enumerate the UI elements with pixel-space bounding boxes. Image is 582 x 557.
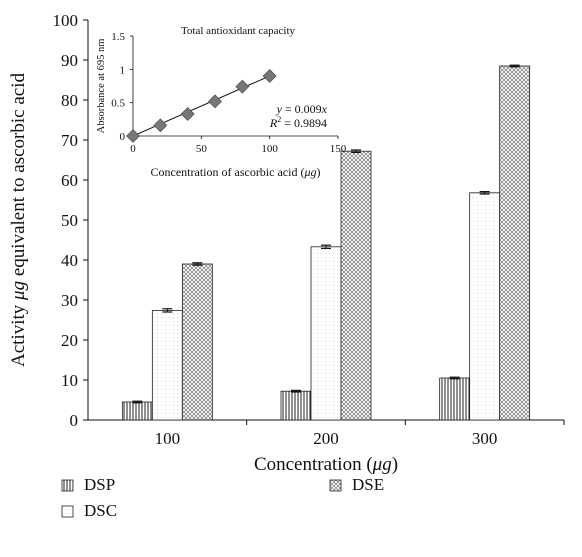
x-tick-label: 200 xyxy=(313,429,339,448)
inset-data-point xyxy=(180,107,195,121)
y-tick-label: 70 xyxy=(61,131,78,150)
y-tick-label: 90 xyxy=(61,51,78,70)
y-axis-title: Activity μg equivalent to ascorbic acid xyxy=(8,73,29,367)
inset-x-tick-label: 50 xyxy=(196,143,208,155)
inset-y-tick-label: 1.5 xyxy=(111,31,125,43)
bar-dse xyxy=(499,65,531,421)
inset-data-point xyxy=(208,94,222,109)
inset-y-tick-label: 1 xyxy=(120,64,126,76)
inset-x-axis-title: Concentration of ascorbic acid (μg) xyxy=(151,165,321,179)
inset-r-squared: R2 = 0.9894 xyxy=(269,115,327,130)
x-axis-title: Concentration (μg) xyxy=(254,454,398,475)
bar-dse xyxy=(340,150,372,421)
legend-label-dsc: DSC xyxy=(84,501,117,520)
bar-dsc xyxy=(469,192,501,421)
legend-label-dsp: DSP xyxy=(84,475,115,494)
legend: DSP DSC DSE xyxy=(61,475,384,520)
inset-y-tick-label: 0 xyxy=(120,131,126,143)
legend-swatch-dse xyxy=(329,479,342,492)
inset-x-tick-label: 150 xyxy=(330,143,347,155)
y-tick-label: 30 xyxy=(61,291,78,310)
y-tick-label: 40 xyxy=(61,251,78,270)
y-tick-label: 20 xyxy=(61,331,78,350)
legend-label-dse: DSE xyxy=(352,475,384,494)
y-tick-label: 0 xyxy=(70,411,79,430)
bar-dsc xyxy=(151,309,183,421)
inset-chart-layer: 0 0.5 1 1.5 0 50 100 150 Total antioxidant capac… xyxy=(96,25,347,179)
bar-dsp xyxy=(121,401,153,421)
inset-y-axis-title: Absorbance at 695 nm xyxy=(96,39,107,134)
inset-data-point xyxy=(126,129,140,143)
inset-title: Total antioxidant capacity xyxy=(181,25,296,37)
y-tick-label: 10 xyxy=(61,371,78,390)
x-tick-label: 100 xyxy=(155,429,181,448)
inset-data-point xyxy=(262,69,277,83)
inset-trendline xyxy=(132,75,270,137)
inset-x-tick-label: 100 xyxy=(261,143,278,155)
bar-dse xyxy=(181,263,213,421)
bar-dsp xyxy=(280,390,312,421)
inset-x-tick-label: 0 xyxy=(130,143,136,155)
bar-dsc xyxy=(310,246,342,421)
x-tick-label: 300 xyxy=(472,429,498,448)
inset-data-point xyxy=(153,118,168,133)
bar-dsp xyxy=(439,377,471,421)
inset-data-point xyxy=(235,79,250,94)
y-tick-label: 50 xyxy=(61,211,78,230)
y-tick-label: 80 xyxy=(61,91,78,110)
legend-swatch-dsp xyxy=(61,479,74,492)
y-tick-label: 60 xyxy=(61,171,78,190)
inset-equation: y = 0.009x xyxy=(276,102,328,116)
legend-swatch-dsc xyxy=(61,505,74,518)
y-tick-label: 100 xyxy=(53,11,79,30)
inset-y-tick-label: 0.5 xyxy=(111,98,125,110)
